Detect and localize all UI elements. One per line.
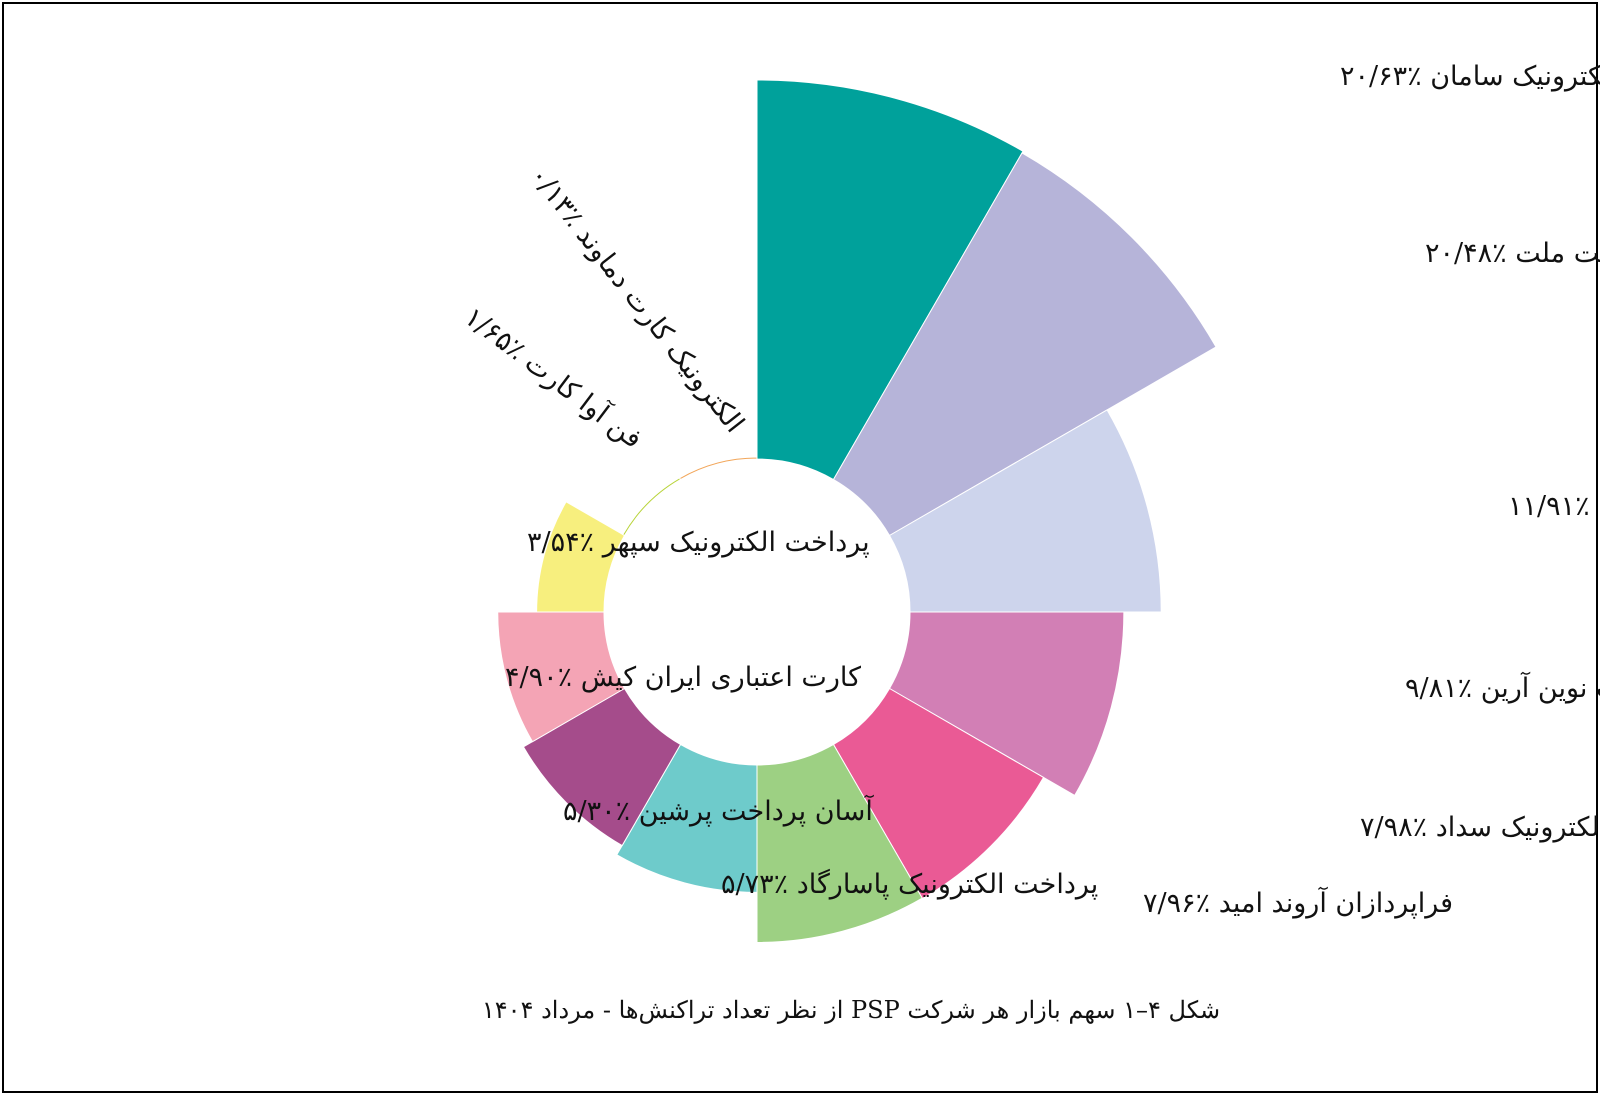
slice-label-1: پرداخت الکترونیک سامان ٪۲۰/۶۳ xyxy=(1340,61,1600,92)
slice-label-2: به پرداخت ملت ٪۲۰/۴۸ xyxy=(1425,238,1600,269)
slice-label-4: پرداخت نوین آرین ٪۹/۸۱ xyxy=(1405,671,1600,704)
slice-label-7: پرداخت الکترونیک پاسارگاد ٪۵/۷۳ xyxy=(721,868,1098,900)
center-hole xyxy=(604,459,910,765)
slice-10 xyxy=(536,501,626,613)
slice-label-6: فراپردازان آروند امید ٪۷/۹۶ xyxy=(1143,886,1453,919)
chart-caption: شکل ۴–۱ سهم بازار هر شرکت PSP از نظر تعد… xyxy=(482,996,1220,1024)
slice-label-10: پرداخت الکترونیک سپهر ٪۳/۵۴ xyxy=(527,527,870,558)
slice-label-9: کارت اعتباری ایران کیش ٪۴/۹۰ xyxy=(505,662,861,693)
slice-label-11: فن آوا کارت ٪۱/۶۵ xyxy=(458,300,649,455)
slice-label-5: پرداخت الکترونیک سداد ٪۷/۹۸ xyxy=(1360,812,1600,843)
slice-label-3: تجارت الکترونیک پارسیان ٪۱۱/۹۱ xyxy=(1508,491,1600,522)
slice-label-8: آسان پرداخت پرشین ٪۵/۳۰ xyxy=(563,794,874,827)
